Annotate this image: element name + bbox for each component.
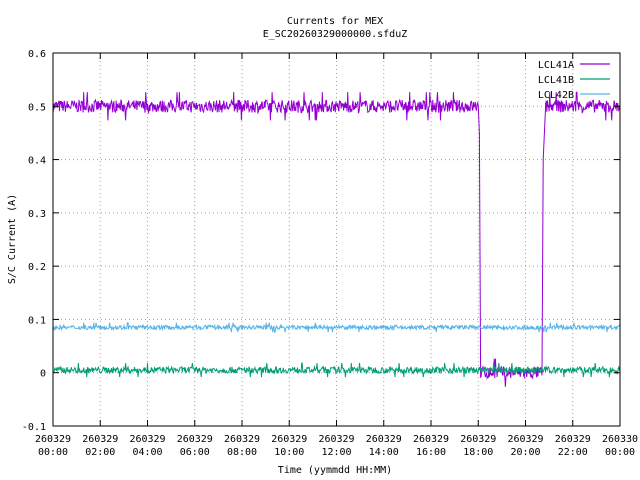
x-tick-label-date: 260329	[366, 434, 402, 445]
y-axis-label: S/C Current (A)	[7, 194, 18, 284]
y-tick-label: 0.5	[28, 102, 46, 113]
x-tick-label-time: 08:00	[227, 447, 257, 458]
x-tick-label-date: 260329	[82, 434, 118, 445]
x-tick-label-time: 20:00	[510, 447, 540, 458]
chart-title: Currents for MEX	[287, 16, 383, 27]
x-tick-label-date: 260329	[271, 434, 307, 445]
y-tick-label: 0.4	[28, 156, 46, 167]
series-layer	[52, 91, 621, 387]
x-tick-label-time: 22:00	[558, 447, 588, 458]
x-tick-label-time: 18:00	[463, 447, 493, 458]
chart-subtitle: E_SC20260329000000.sfduZ	[263, 29, 408, 40]
legend-label-lcl41a: LCL41A	[538, 60, 574, 71]
series-line-lcl41a	[52, 91, 621, 387]
x-tick-label-date: 260329	[413, 434, 449, 445]
legend: LCL41A LCL41B LCL42B	[538, 60, 610, 101]
x-tick-label-date: 260329	[555, 434, 591, 445]
x-tick-label-date: 260329	[507, 434, 543, 445]
y-tick-label: 0	[40, 369, 46, 380]
y-tick-label: 0.1	[28, 315, 46, 326]
x-tick-label-time: 04:00	[132, 447, 162, 458]
x-axis-label: Time (yymmdd HH:MM)	[278, 465, 392, 476]
x-tick-label-date: 260329	[318, 434, 354, 445]
x-tick-label-time: 00:00	[605, 447, 635, 458]
x-tick-label-time: 00:00	[38, 447, 68, 458]
x-tick-label-time: 12:00	[321, 447, 351, 458]
y-tick-label: 0.3	[28, 209, 46, 220]
y-tick-label: 0.2	[28, 262, 46, 273]
x-tick-label-time: 16:00	[416, 447, 446, 458]
legend-label-lcl41b: LCL41B	[538, 75, 574, 86]
y-tick-label: 0.6	[28, 49, 46, 60]
x-tick-label-date: 260329	[224, 434, 260, 445]
series-line-lcl41b	[52, 362, 621, 378]
x-tick-label-date: 260329	[129, 434, 165, 445]
series-line-lcl42b	[52, 322, 621, 333]
x-tick-label-date: 260329	[35, 434, 71, 445]
x-tick-label-time: 14:00	[369, 447, 399, 458]
x-tick-label-time: 06:00	[180, 447, 210, 458]
x-tick-label-date: 260330	[602, 434, 638, 445]
legend-label-lcl42b: LCL42B	[538, 90, 574, 101]
x-tick-label-time: 10:00	[274, 447, 304, 458]
ticks: -0.1 0 0.1 0.2 0.3 0.4 0.5 0.6 260329 00:00 260329…	[22, 49, 638, 458]
x-tick-label-date: 260329	[460, 434, 496, 445]
x-tick-label-date: 260329	[177, 434, 213, 445]
x-tick-label-time: 02:00	[85, 447, 115, 458]
y-tick-label: -0.1	[22, 422, 46, 433]
